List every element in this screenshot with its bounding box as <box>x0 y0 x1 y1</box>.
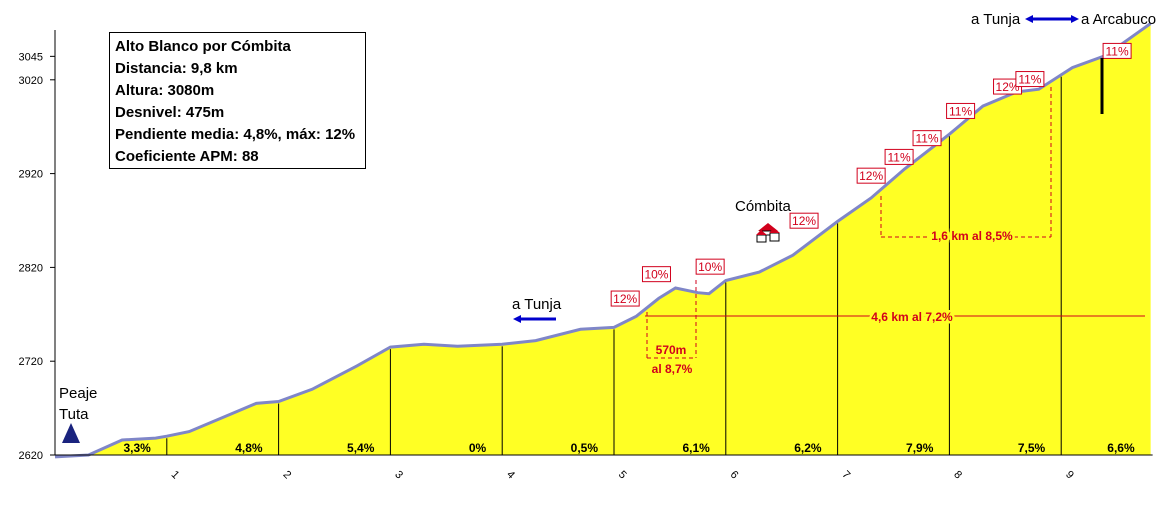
segment-gradient-label: 6,2% <box>794 441 822 455</box>
gradient-marker-label: 12% <box>996 80 1020 94</box>
side-road-arrowhead <box>513 315 521 323</box>
gradient-marker-box <box>1102 42 1132 59</box>
segment-gradient-label: 0,5% <box>571 441 599 455</box>
start-place-line2: Tuta <box>59 406 89 423</box>
gradient-marker-label: 10% <box>644 268 668 282</box>
profile-area-layer <box>54 22 1152 459</box>
y-tick-label: 3045 <box>19 51 43 63</box>
climb-16-label: 1,6 km al 8,5% <box>931 229 1013 243</box>
x-tick-label: 6 <box>728 469 741 482</box>
x-tick-label: 9 <box>1063 469 1076 482</box>
top-left-label: a Tunja <box>971 11 1021 28</box>
gradient-marker-label: 11% <box>949 104 972 118</box>
gradient-marker-label: 12% <box>792 214 816 228</box>
info-elevation-gain: Desnivel: 475m <box>115 104 225 121</box>
x-tick-label: 4 <box>504 469 517 482</box>
segment-gradient-label: 7,9% <box>906 441 934 455</box>
town-label: Cómbita <box>735 198 792 215</box>
info-distance: Distancia: 9,8 km <box>115 60 238 77</box>
gradient-marker-label: 11% <box>1106 44 1129 58</box>
gradient-marker-box <box>912 130 942 147</box>
side-road-label: a Tunja <box>512 296 562 313</box>
town-icon <box>756 223 780 243</box>
info-box: Alto Blanco por Cómbita Distancia: 9,8 k… <box>109 32 366 169</box>
segment-gradient-label: 0% <box>469 441 487 455</box>
profile-area <box>55 23 1151 457</box>
x-tick-label: 5 <box>616 469 629 482</box>
y-tick-label: 2820 <box>19 262 43 274</box>
gradient-marker-box <box>610 290 640 307</box>
climb-570-grade: al 8,7% <box>652 362 693 376</box>
gradient-marker-box <box>641 266 671 283</box>
start-place-line1: Peaje <box>59 385 97 402</box>
gradient-marker-label: 12% <box>613 292 637 306</box>
direction-arrowhead-left <box>1025 15 1033 23</box>
gradient-markers: 12%10%10%12%12%11%11%11%12%11%11% <box>610 42 1132 307</box>
gradient-marker-box <box>789 212 819 229</box>
climb-46-label: 4,6 km al 7,2% <box>871 310 953 324</box>
gradient-marker-box <box>884 148 914 165</box>
info-apm: Coeficiente APM: 88 <box>115 148 259 165</box>
info-title: Alto Blanco por Cómbita <box>115 38 291 55</box>
info-altitude: Altura: 3080m <box>115 82 215 99</box>
gradient-marker-label: 11% <box>1018 73 1041 87</box>
segment-gradient-label: 4,8% <box>235 441 263 455</box>
segment-gradient-label: 3,3% <box>123 441 151 455</box>
segment-gradient-label: 7,5% <box>1018 441 1046 455</box>
start-triangle-icon <box>62 423 80 443</box>
gradient-marker-box <box>946 102 976 119</box>
x-tick-label: 3 <box>392 469 405 482</box>
segment-gradient-label: 6,1% <box>682 441 710 455</box>
x-tick-label: 8 <box>951 469 964 482</box>
gradient-marker-box <box>695 258 725 275</box>
y-tick-label: 2620 <box>19 450 43 462</box>
y-tick-label: 2720 <box>19 356 43 368</box>
profile-outline <box>54 22 1152 459</box>
gradient-marker-label: 11% <box>915 132 938 146</box>
x-tick-label: 1 <box>169 469 182 482</box>
gradient-marker-box <box>1015 71 1045 88</box>
info-gradient: Pendiente media: 4,8%, máx: 12% <box>115 126 356 143</box>
km-divider-lines <box>166 76 1062 455</box>
direction-arrowhead-right <box>1071 15 1079 23</box>
gradient-marker-label: 10% <box>698 260 722 274</box>
gradient-marker-label: 12% <box>859 169 883 183</box>
segment-gradient-label: 5,4% <box>347 441 375 455</box>
x-tick-label: 2 <box>280 469 293 482</box>
gradient-marker-box <box>856 167 886 184</box>
top-right-label: a Arcabuco <box>1081 11 1156 28</box>
climb-570-label: 570m <box>656 343 687 357</box>
segment-gradient-labels: 3,3% 4,8% 5,4% 0% 0,5% 6,1% 6,2% 7,9% 7,5% 6,6% <box>123 441 1135 455</box>
y-tick-label: 3020 <box>19 75 43 87</box>
x-tick-label: 7 <box>839 469 852 482</box>
gradient-marker-label: 11% <box>888 150 911 164</box>
segment-gradient-label: 6,6% <box>1107 441 1135 455</box>
y-tick-label: 2920 <box>19 169 43 181</box>
